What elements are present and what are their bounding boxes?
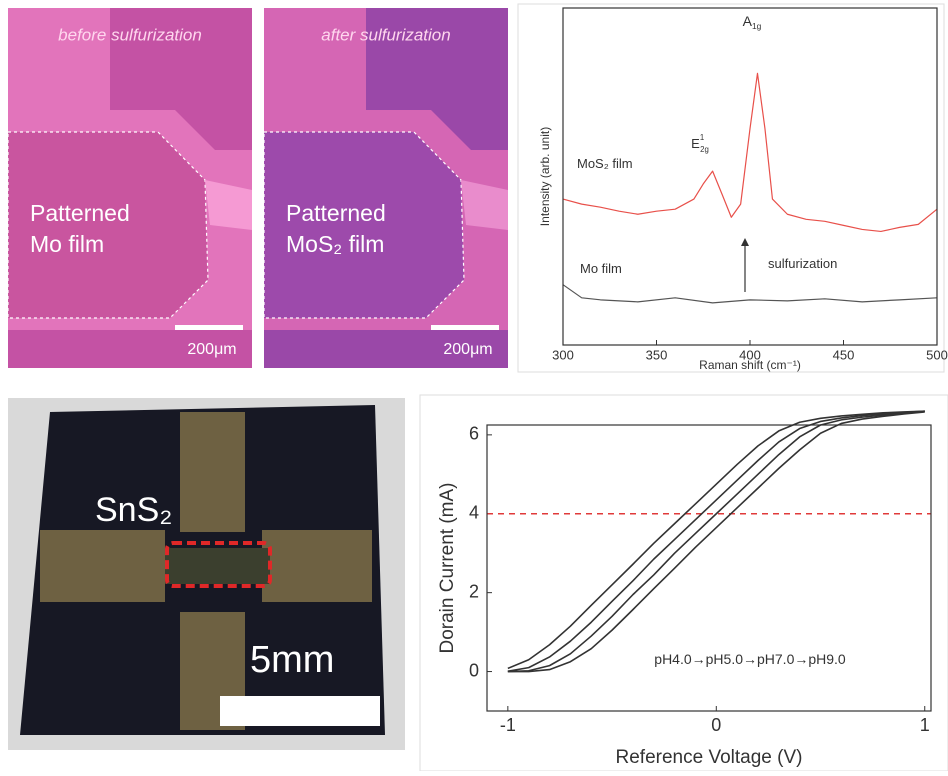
- x-axis-label: Reference Voltage (V): [616, 747, 803, 768]
- x-tick-label: 300: [552, 347, 574, 362]
- annotation-sub: 2g: [700, 145, 709, 154]
- label: MoS₂ film: [286, 231, 384, 257]
- annotation: MoS₂ film: [577, 156, 633, 171]
- caption: after sulfurization: [321, 25, 450, 44]
- annotation: sulfurization: [768, 256, 837, 271]
- micrograph-after: after sulfurization Patterned MoS₂ film …: [264, 8, 508, 368]
- label: SnS₂: [95, 491, 172, 529]
- annotation: pH4.0→pH5.0→pH7.0→pH9.0: [654, 651, 846, 667]
- micrograph-before: before sulfurization Patterned Mo film 2…: [8, 8, 252, 368]
- x-axis-label: Raman shift (cm⁻¹): [699, 358, 801, 372]
- y-tick-label: 4: [469, 503, 479, 523]
- chart: -1 0 1 0 2 4 6 Reference Voltage (V) Dorain Curr…: [420, 395, 948, 771]
- annotation-text: sulfurization: [768, 256, 837, 271]
- figure: before sulfurization Patterned Mo film 2…: [0, 0, 948, 771]
- scale-bar: [175, 325, 243, 330]
- x-tick-label: 450: [833, 347, 855, 362]
- x-tick-label: 0: [711, 715, 721, 735]
- y-axis-label: Intensity (arb. unit): [538, 127, 552, 226]
- annotation-text: E: [691, 136, 700, 151]
- x-tick-label: -1: [500, 715, 516, 735]
- electrode: [180, 412, 245, 532]
- annotation-sup: 1: [700, 133, 704, 142]
- y-tick-label: 6: [469, 424, 479, 444]
- chart-panel: [518, 4, 944, 372]
- scale-label: 200μm: [443, 341, 492, 358]
- x-tick-label: 350: [646, 347, 668, 362]
- electrode: [40, 530, 165, 602]
- scale-bar: [220, 696, 380, 726]
- scale-label: 200μm: [187, 341, 236, 358]
- x-tick-label: 500: [926, 347, 948, 362]
- annotation: Mo film: [580, 261, 622, 276]
- x-tick-label: 1: [920, 715, 930, 735]
- annotation-sub: 1g: [752, 21, 762, 31]
- y-axis-label: Dorain Current (mA): [437, 482, 458, 653]
- device-photo: SnS₂ 5mm: [8, 398, 405, 750]
- scale-bar: [431, 325, 499, 330]
- y-tick-label: 0: [469, 660, 479, 680]
- label: Patterned: [30, 200, 130, 226]
- label: Patterned: [286, 200, 386, 226]
- label: Mo film: [30, 231, 104, 257]
- y-tick-label: 2: [469, 581, 479, 601]
- channel: [165, 548, 270, 584]
- annotation-text: Mo film: [580, 261, 622, 276]
- annotation-text: pH4.0→pH5.0→pH7.0→pH9.0: [654, 651, 846, 667]
- electrode: [262, 530, 372, 602]
- scale-label: 5mm: [250, 639, 334, 681]
- caption: before sulfurization: [58, 25, 202, 44]
- annotation-text: MoS₂ film: [577, 156, 633, 171]
